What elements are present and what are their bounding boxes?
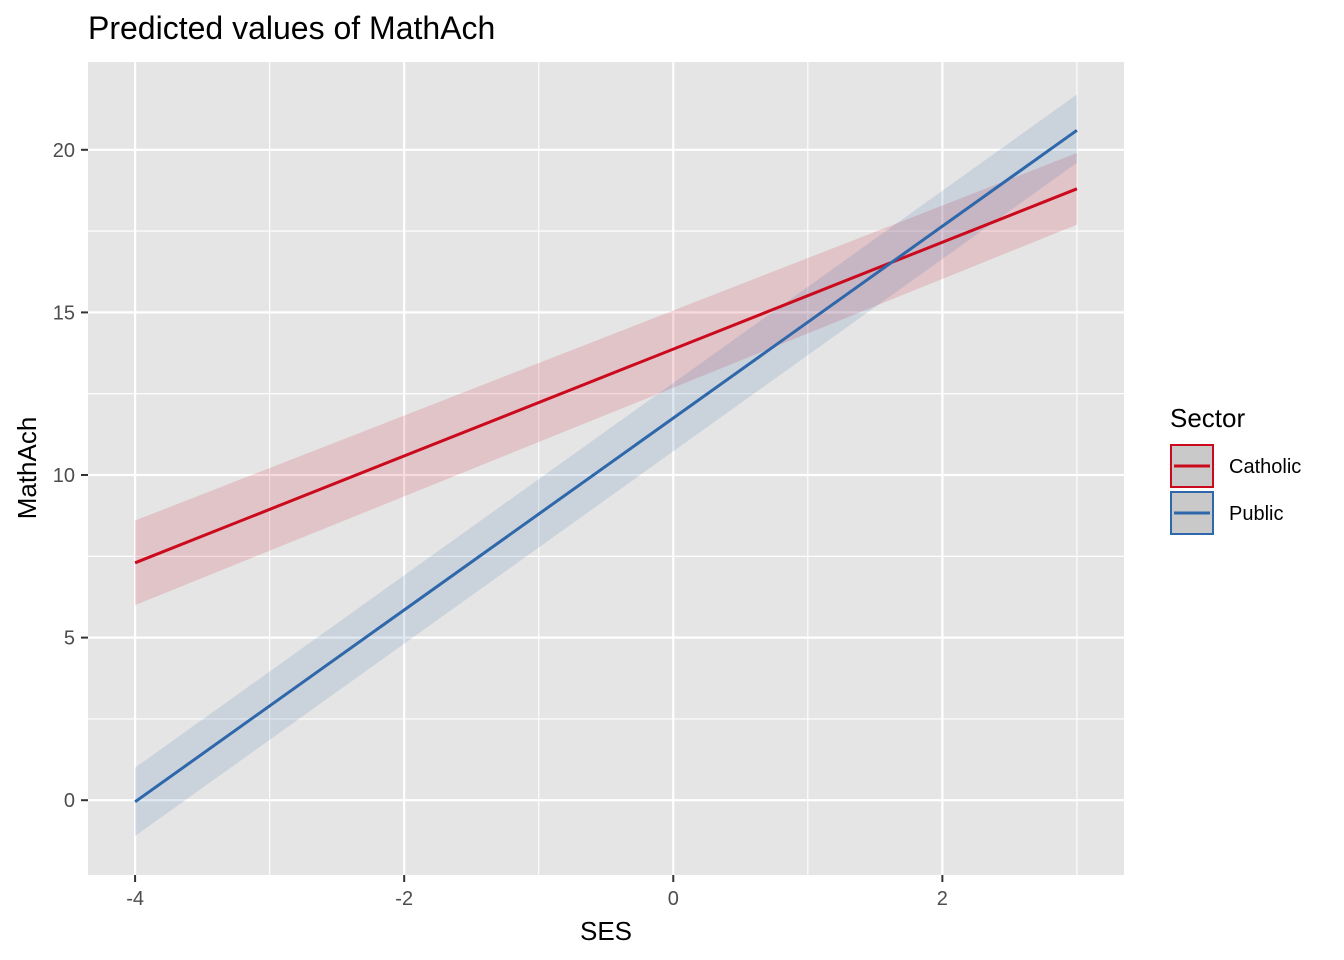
series-line-catholic xyxy=(134,187,1078,565)
chart-title: Predicted values of MathAch xyxy=(88,10,495,46)
series-line-public xyxy=(134,129,1078,804)
series-lines xyxy=(134,129,1078,804)
minor-gridlines xyxy=(88,62,1124,875)
legend-label: Public xyxy=(1229,503,1283,525)
y-tick-label: 0 xyxy=(64,790,75,812)
legend-label: Catholic xyxy=(1229,456,1301,478)
x-tick-label: -4 xyxy=(126,888,144,910)
x-tick-label: 2 xyxy=(937,888,948,910)
plot-panel xyxy=(88,62,1124,875)
x-axis: -4 -2 0 2 xyxy=(126,875,948,910)
confidence-ribbon-catholic xyxy=(135,153,1077,606)
y-tick-label: 5 xyxy=(64,628,75,650)
y-tick-label: 15 xyxy=(53,302,75,324)
x-tick-label: -2 xyxy=(395,888,413,910)
legend-key-public: Public xyxy=(1170,491,1283,535)
y-tick-label: 10 xyxy=(53,465,75,487)
x-tick-label: 0 xyxy=(668,888,679,910)
y-tick-label: 20 xyxy=(53,140,75,162)
y-axis: 0 5 10 15 20 xyxy=(53,140,88,812)
legend-key-catholic: Catholic xyxy=(1170,444,1301,488)
legend: Sector Catholic Public xyxy=(1170,403,1301,535)
x-axis-title: SES xyxy=(580,916,632,946)
y-axis-title: MathAch xyxy=(12,417,42,520)
legend-title: Sector xyxy=(1170,403,1245,433)
major-gridlines xyxy=(88,62,1124,875)
